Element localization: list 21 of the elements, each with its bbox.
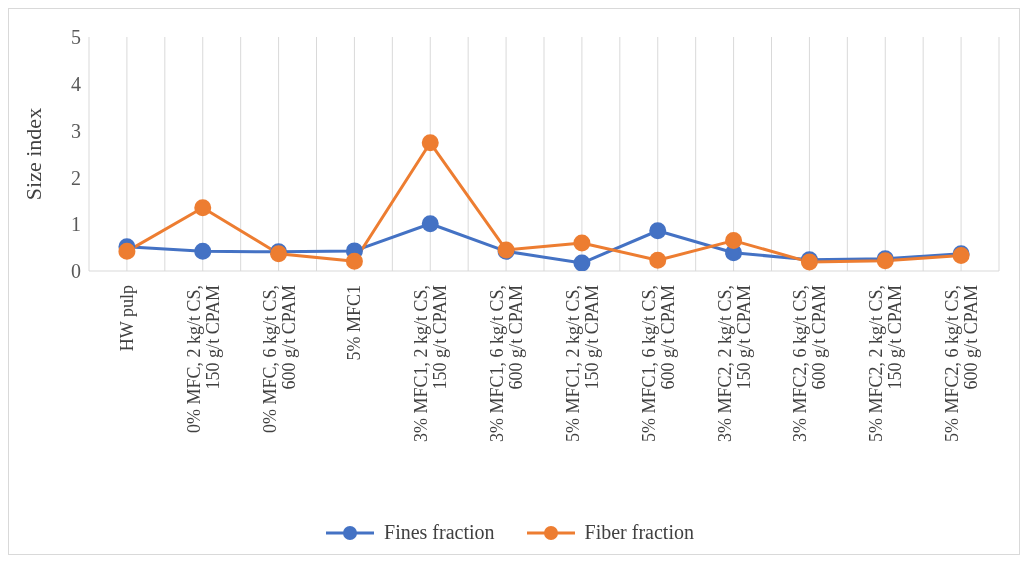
y-tick-label: 4 xyxy=(71,72,81,95)
x-tick-label: 3% MFC2, 6 kg/t CS, 600 g/t CPAM xyxy=(790,285,830,443)
x-tick-label: 5% MFC1, 2 kg/t CS, 150 g/t CPAM xyxy=(562,285,602,443)
x-tick-label: HW pulp xyxy=(116,285,137,352)
x-tick-label: 5% MFC2, 2 kg/t CS, 150 g/t CPAM xyxy=(866,285,906,443)
x-tick-label: 3% MFC2, 2 kg/t CS, 150 g/t CPAM xyxy=(714,285,754,443)
y-tick-label: 1 xyxy=(71,213,81,236)
x-tick-label: 0% MFC, 2 kg/t CS, 150 g/t CPAM xyxy=(183,285,223,434)
x-tick-label: 5% MFC1 xyxy=(344,285,365,361)
y-axis-title: Size index xyxy=(20,107,46,201)
y-tick-label: 5 xyxy=(71,26,81,49)
legend-label: Fines fraction xyxy=(383,521,495,544)
x-tick-label: 5% MFC2, 6 kg/t CS, 600 g/t CPAM xyxy=(942,285,982,443)
x-tick-label: 5% MFC1, 6 kg/t CS, 600 g/t CPAM xyxy=(638,285,678,443)
x-tick-label: 3% MFC1, 6 kg/t CS, 600 g/t CPAM xyxy=(487,285,527,443)
x-tick-label: 3% MFC1, 2 kg/t CS, 150 g/t CPAM xyxy=(411,285,451,443)
legend-label: Fiber fraction xyxy=(583,521,694,544)
y-tick-label: 3 xyxy=(71,119,81,142)
y-tick-label: 2 xyxy=(71,166,81,189)
y-tick-label: 0 xyxy=(71,260,81,283)
x-tick-label: 0% MFC, 6 kg/t CS, 600 g/t CPAM xyxy=(259,285,299,434)
